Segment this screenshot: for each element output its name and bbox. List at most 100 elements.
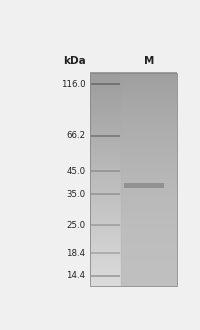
Bar	[90, 113, 121, 114]
Bar	[121, 134, 177, 135]
Bar	[121, 179, 177, 180]
Bar	[90, 172, 121, 173]
Bar	[121, 105, 177, 106]
Bar	[90, 223, 121, 224]
Bar	[90, 270, 121, 271]
Bar	[121, 232, 177, 233]
Bar	[121, 207, 177, 208]
Bar	[90, 177, 121, 178]
Bar	[90, 275, 121, 276]
Bar	[90, 128, 121, 129]
Bar	[121, 125, 177, 126]
Bar	[121, 132, 177, 133]
Bar	[121, 87, 177, 88]
Bar	[90, 262, 121, 263]
Bar	[90, 99, 121, 100]
Bar	[90, 102, 121, 103]
Bar	[90, 249, 121, 250]
Bar	[90, 126, 121, 127]
Bar	[90, 210, 121, 211]
Bar	[90, 98, 121, 99]
Bar	[121, 218, 177, 219]
Bar	[90, 255, 121, 256]
Bar	[121, 220, 177, 221]
Bar	[121, 158, 177, 159]
Bar	[90, 168, 121, 169]
Bar	[121, 126, 177, 127]
Bar	[90, 135, 121, 136]
Bar	[90, 159, 121, 160]
Bar	[121, 190, 177, 191]
Bar	[121, 77, 177, 78]
Bar	[121, 158, 177, 159]
Bar	[121, 80, 177, 81]
Bar	[121, 180, 177, 181]
Bar	[90, 144, 121, 145]
Bar	[121, 153, 177, 154]
Bar	[121, 179, 177, 180]
Bar	[90, 245, 121, 246]
Bar	[121, 133, 177, 134]
Bar	[90, 275, 121, 276]
Bar	[90, 149, 121, 150]
Bar	[121, 121, 177, 122]
Bar	[90, 118, 121, 119]
Bar	[121, 213, 177, 214]
Bar	[90, 217, 121, 218]
Bar	[121, 168, 177, 169]
Bar	[90, 174, 121, 175]
Bar	[90, 241, 121, 242]
Bar	[90, 80, 121, 81]
Bar	[90, 234, 121, 235]
Text: 35.0: 35.0	[66, 190, 85, 199]
Bar	[90, 107, 121, 108]
Bar	[90, 112, 121, 113]
Bar	[121, 94, 177, 95]
Bar	[121, 285, 177, 286]
Bar	[90, 152, 121, 153]
Bar	[91, 252, 120, 254]
Bar	[121, 245, 177, 246]
Bar	[121, 245, 177, 246]
Bar	[90, 213, 121, 214]
Bar	[121, 169, 177, 170]
Bar	[121, 110, 177, 111]
Bar	[121, 107, 177, 108]
Bar	[121, 227, 177, 228]
Bar	[91, 275, 120, 277]
Bar	[90, 105, 121, 106]
Bar	[121, 86, 177, 87]
Bar	[90, 282, 121, 283]
Bar	[121, 116, 177, 117]
Bar	[90, 94, 121, 95]
Bar	[90, 142, 121, 143]
Bar	[121, 276, 177, 277]
Bar	[90, 259, 121, 260]
Bar	[90, 285, 121, 286]
Bar	[90, 163, 121, 164]
Bar	[90, 148, 121, 149]
Bar	[121, 150, 177, 151]
Bar	[90, 264, 121, 265]
Bar	[121, 266, 177, 267]
Bar	[90, 199, 121, 200]
Bar	[121, 248, 177, 249]
Bar	[90, 118, 121, 119]
Bar	[121, 86, 177, 87]
Bar	[90, 144, 121, 145]
Bar	[90, 75, 121, 76]
Bar	[90, 77, 121, 78]
Bar	[121, 281, 177, 282]
Bar	[121, 124, 177, 125]
Bar	[90, 176, 121, 177]
Bar	[121, 95, 177, 96]
Bar	[121, 195, 177, 196]
Bar	[121, 82, 177, 83]
Bar	[90, 148, 121, 149]
Bar	[90, 258, 121, 259]
Bar	[90, 138, 121, 139]
Bar	[90, 119, 121, 120]
Bar	[90, 109, 121, 110]
Bar	[121, 129, 177, 130]
Bar	[121, 150, 177, 151]
